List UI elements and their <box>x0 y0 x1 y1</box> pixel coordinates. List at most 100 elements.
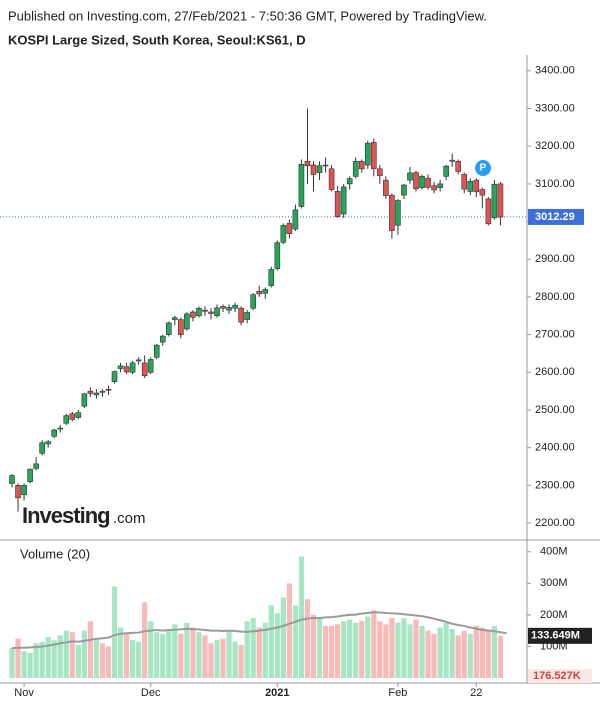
volume-bar <box>491 625 497 678</box>
volume-bar <box>81 630 87 678</box>
candle-body <box>93 392 100 396</box>
volume-bar <box>15 638 21 678</box>
volume-bar <box>401 618 407 678</box>
candle-body <box>286 223 293 234</box>
candle-body <box>135 359 142 362</box>
candle-body <box>370 142 377 170</box>
candle-body <box>87 390 94 394</box>
volume-ma-label: 176.527K <box>533 670 581 682</box>
y-tick-label: 2300.00 <box>535 479 575 491</box>
volume-bar <box>298 556 305 678</box>
volume-bar <box>467 633 473 678</box>
volume-bar <box>105 646 112 678</box>
volume-bar <box>21 651 27 678</box>
candle-body <box>27 468 33 482</box>
candle-body <box>328 168 335 190</box>
volume-bar <box>39 641 45 678</box>
candle-body <box>57 427 64 430</box>
candle-body <box>407 172 413 181</box>
volume-bar <box>316 618 323 678</box>
candle-body <box>105 388 112 391</box>
y-tick-label: 2400.00 <box>535 442 575 454</box>
candle-body <box>214 307 220 317</box>
candle-body <box>141 362 148 376</box>
y-tick-label: 2600.00 <box>535 366 575 378</box>
volume-bar <box>154 632 160 678</box>
volume-bar <box>347 619 353 678</box>
y-tick-label: 2200.00 <box>535 517 575 529</box>
y-tick-label: 2900.00 <box>535 253 575 265</box>
volume-bar <box>136 641 142 678</box>
volume-bar <box>87 621 93 678</box>
volume-last-box <box>528 627 592 644</box>
volume-bar <box>166 630 172 678</box>
candle-body <box>479 189 486 196</box>
candle-body <box>292 209 299 230</box>
last-price-box <box>528 208 584 225</box>
volume-bar <box>45 636 51 678</box>
volume-bar <box>479 627 485 678</box>
x-tick-label: Feb <box>388 687 407 699</box>
candle-body <box>33 463 39 469</box>
candle-body <box>298 163 305 207</box>
y-tick-label: 3400.00 <box>535 65 575 77</box>
volume-bar <box>304 599 311 678</box>
candle-body <box>250 294 256 309</box>
candle-body <box>69 413 76 420</box>
y-tick-label: 3200.00 <box>535 140 575 152</box>
volume-bar <box>383 624 389 678</box>
volume-bar <box>202 635 208 678</box>
volume-bar <box>425 630 431 678</box>
volume-ma-box <box>528 669 592 683</box>
candle-body <box>51 429 58 437</box>
candle-body <box>467 180 474 192</box>
header: Published on Investing.com, 27/Feb/2021 … <box>8 8 487 23</box>
volume-bar <box>280 597 286 678</box>
x-tick-label: 2021 <box>265 687 289 699</box>
last-price-label: 3012.29 <box>535 211 575 223</box>
volume-bar <box>160 633 166 678</box>
volume-bar <box>63 630 69 678</box>
volume-bar <box>262 622 268 678</box>
candle-body <box>220 306 226 309</box>
candle-body <box>413 172 419 190</box>
volume-bar <box>268 605 274 678</box>
candle-body <box>268 269 275 286</box>
volume-bar <box>51 640 57 678</box>
candle-body <box>238 307 244 323</box>
y-tick-label: 2700.00 <box>535 329 575 341</box>
volume-bar <box>341 621 347 678</box>
candle-body <box>304 160 311 167</box>
x-tick-label: 22 <box>470 687 482 699</box>
candle-body <box>63 415 70 424</box>
y-tick-label: 3100.00 <box>535 178 575 190</box>
candle-body <box>322 164 329 167</box>
candle-body <box>383 179 389 196</box>
candle-body <box>316 165 323 173</box>
y2-tick-label: 300M <box>540 577 568 589</box>
volume-bar <box>99 643 106 678</box>
volume-bar <box>214 640 220 678</box>
x-tick-label: Dec <box>141 687 161 699</box>
volume-bar <box>93 640 100 678</box>
candle-body <box>334 191 341 217</box>
volume-bar <box>111 586 118 678</box>
candle-body <box>389 194 395 231</box>
volume-bar <box>335 624 341 678</box>
candle-body <box>280 225 287 243</box>
y-tick-label: 2500.00 <box>535 404 575 416</box>
volume-bar <box>455 635 461 678</box>
volume-bar <box>208 643 214 678</box>
volume-bar <box>497 635 504 678</box>
candle-body <box>232 304 238 309</box>
candle-body <box>99 390 106 393</box>
candle-body <box>491 183 498 219</box>
candle-body <box>9 475 15 484</box>
volume-bar <box>33 643 39 678</box>
volume-bar <box>238 644 244 678</box>
volume-bar <box>359 621 365 678</box>
logo-name: Investing <box>22 503 110 528</box>
candle-body <box>39 442 45 454</box>
candle-body <box>340 186 347 215</box>
candle-body <box>159 335 166 343</box>
